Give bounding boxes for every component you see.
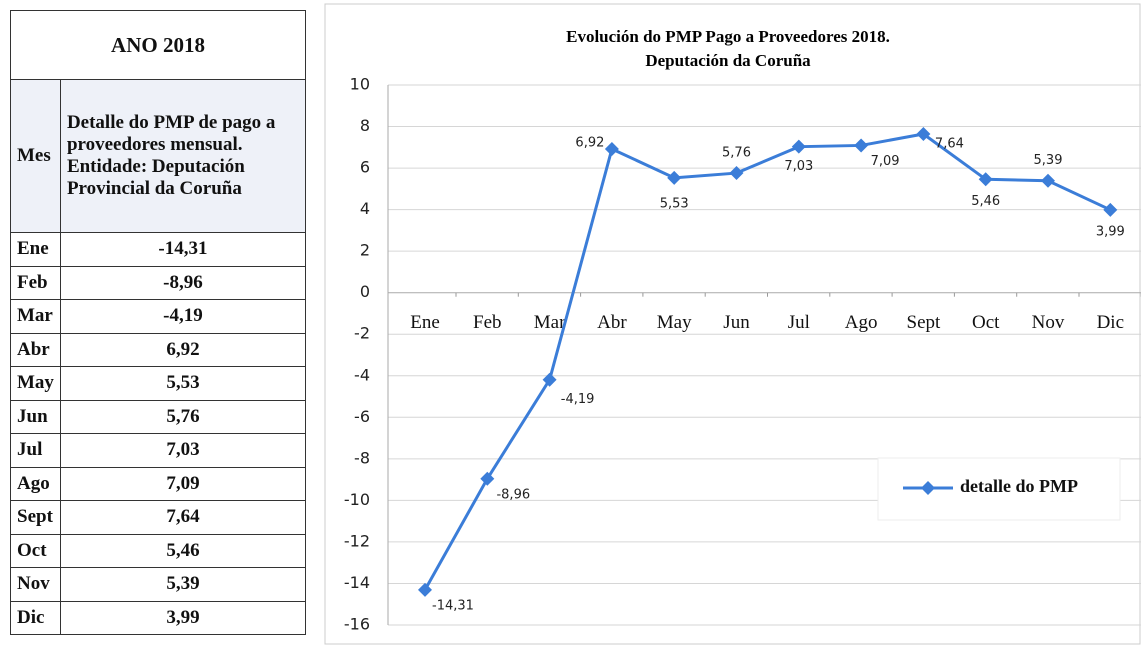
y-tick-label: -2 <box>354 324 370 343</box>
x-tick-label: Jul <box>788 312 810 333</box>
x-tick-label: Dic <box>1097 312 1124 333</box>
value-cell: 7,64 <box>59 500 307 535</box>
x-tick-label: May <box>657 312 692 333</box>
legend-marker <box>921 481 935 495</box>
table-body: ANO 2018 Mes Detalle do PMP de pago a pr… <box>10 10 307 635</box>
data-label: -14,31 <box>432 598 474 613</box>
y-tick-label: 0 <box>360 282 370 301</box>
point-marker <box>1041 173 1055 188</box>
y-tick-label: 10 <box>350 75 370 94</box>
point-marker <box>667 170 682 185</box>
y-tick-label: -10 <box>344 490 370 509</box>
value-cell: 5,46 <box>59 533 307 568</box>
value-cell: 6,92 <box>59 332 307 367</box>
value-cell: 5,39 <box>59 567 307 602</box>
data-table: ANO 2018 Mes Detalle do PMP de pago a pr… <box>10 10 307 635</box>
point-marker <box>729 166 744 181</box>
value-cell: 3,99 <box>59 600 307 635</box>
table-row: Jun 5,76 <box>10 399 307 434</box>
chart-title: Deputación da Coruña <box>645 51 811 70</box>
series-line <box>423 132 1111 591</box>
data-label: 7,64 <box>935 137 964 152</box>
data-label: -4,19 <box>561 392 595 407</box>
y-tick-label: 8 <box>360 116 370 135</box>
legend-label: detalle do PMP <box>960 476 1078 496</box>
x-tick-label: Abr <box>597 312 627 333</box>
data-label: 7,09 <box>871 154 900 169</box>
table-row: Ene -14,31 <box>10 232 307 267</box>
data-label: 7,03 <box>784 159 813 174</box>
data-label: 5,46 <box>971 194 1000 209</box>
point-marker <box>542 372 557 387</box>
table-row: Jul 7,03 <box>10 433 307 468</box>
x-tick-label: Ago <box>845 312 878 333</box>
table-row: Feb -8,96 <box>10 265 307 300</box>
x-tick-label: Ene <box>410 312 440 333</box>
x-tick-label: Feb <box>473 312 502 333</box>
point-marker <box>1103 202 1118 217</box>
y-tick-label: 2 <box>360 241 370 260</box>
x-tick-label: Sept <box>907 312 942 333</box>
point-marker <box>791 139 806 154</box>
month-cell: Jun <box>10 399 61 434</box>
point-marker <box>604 141 619 156</box>
month-cell: Nov <box>10 567 61 602</box>
month-cell: Dic <box>10 600 61 635</box>
chart-frame <box>324 3 1141 645</box>
point-marker <box>480 471 495 486</box>
y-tick-label: -12 <box>344 531 370 550</box>
y-tick-label: -4 <box>354 365 370 384</box>
y-tick-label: -14 <box>344 573 370 592</box>
month-cell: May <box>10 366 61 401</box>
month-cell: Mar <box>10 299 61 334</box>
chart-title: Evolución do PMP Pago a Proveedores 2018… <box>566 27 890 46</box>
y-tick-label: -6 <box>354 407 370 426</box>
x-tick-label: Oct <box>972 312 1000 333</box>
data-label: 5,76 <box>722 146 751 161</box>
x-tick-label: Jun <box>723 312 750 333</box>
table-title: ANO 2018 <box>10 10 306 80</box>
month-cell: Sept <box>10 500 61 535</box>
data-label: 6,92 <box>575 135 604 150</box>
header-row: Mes Detalle do PMP de pago a proveedores… <box>10 79 307 233</box>
table-row: Ago 7,09 <box>10 466 307 501</box>
x-tick-label: Nov <box>1032 312 1065 333</box>
point-marker <box>418 582 432 597</box>
y-tick-label: -8 <box>354 448 370 467</box>
x-tick-label: Mar <box>534 312 566 333</box>
month-cell: Ago <box>10 466 61 501</box>
y-tick-label: 6 <box>360 158 370 177</box>
value-cell: -14,31 <box>59 232 307 267</box>
point-marker <box>916 127 931 142</box>
point-marker <box>978 172 993 187</box>
month-cell: Jul <box>10 433 61 468</box>
data-label: 5,39 <box>1034 153 1063 168</box>
title-row: ANO 2018 <box>10 10 306 80</box>
table-row: Nov 5,39 <box>10 567 307 602</box>
data-label: 3,99 <box>1096 224 1125 239</box>
table-row: Sept 7,64 <box>10 500 307 535</box>
y-tick-label: 4 <box>360 199 370 218</box>
month-cell: Ene <box>10 232 61 267</box>
table-row: Dic 3,99 <box>10 600 307 635</box>
data-label: 5,53 <box>660 196 689 211</box>
point-marker <box>854 138 869 153</box>
value-cell: 7,09 <box>59 466 307 501</box>
header-cell: Detalle do PMP de pago a proveedores men… <box>59 79 307 233</box>
data-label: -8,96 <box>496 487 530 502</box>
y-tick-label: -16 <box>344 615 370 634</box>
